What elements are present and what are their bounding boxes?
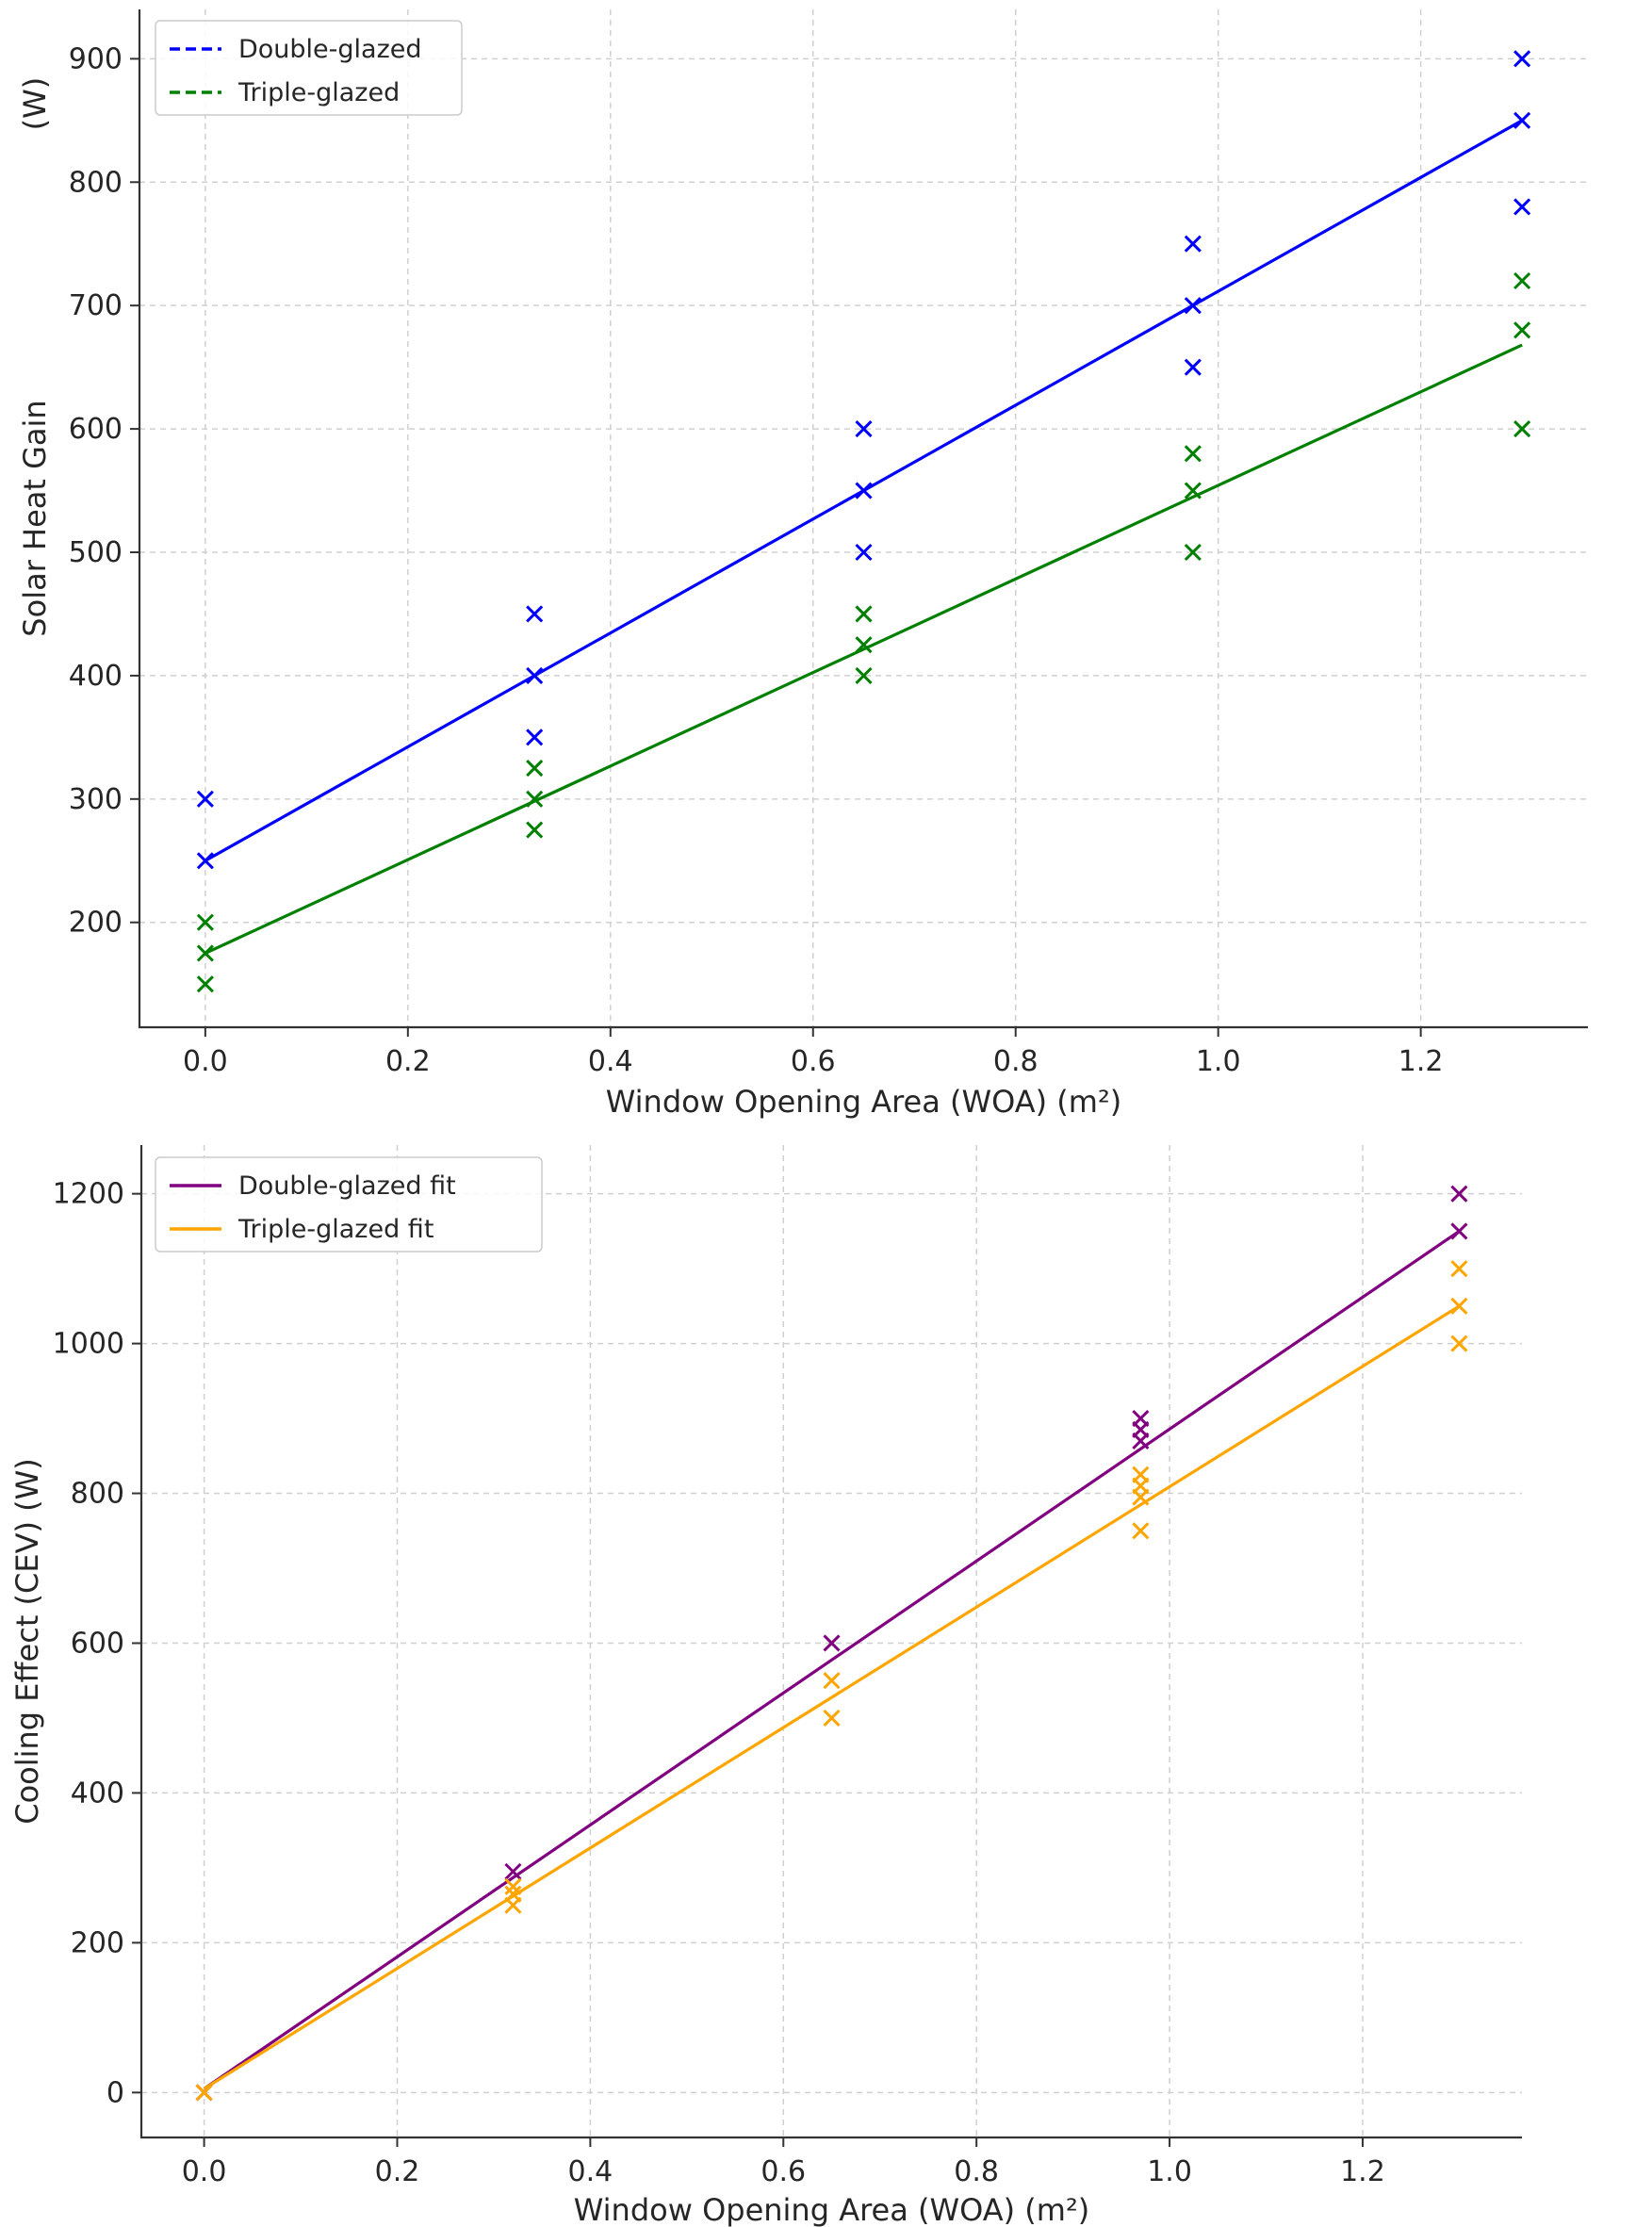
data-point (855, 636, 873, 654)
legend: Double-glazed Triple-glazed (155, 20, 463, 116)
legend-frame (155, 1156, 543, 1253)
axes-spine (138, 9, 1588, 1029)
data-point (1184, 543, 1202, 562)
data-point (196, 790, 214, 808)
data-point (1513, 111, 1531, 129)
data-point (526, 729, 544, 746)
y-tick-label: 400 (69, 660, 123, 693)
legend-label: Triple-glazed (237, 78, 400, 107)
data-point (526, 790, 544, 808)
fit-line-series-2 (203, 1304, 1461, 2090)
data-point (1184, 297, 1202, 315)
legend-label: Triple-glazed fit (237, 1215, 433, 1244)
fit-line-series-2 (204, 343, 1523, 955)
y-tick-label: 700 (69, 289, 123, 322)
data-point (1513, 198, 1531, 216)
y-tick-label: 900 (69, 42, 123, 75)
x-tick-label: 0.6 (791, 1045, 836, 1078)
data-point (1450, 1335, 1468, 1352)
data-point (1184, 358, 1202, 376)
data-point (855, 666, 873, 684)
legend-label: Double-glazed fit (238, 1171, 456, 1201)
data-point (1132, 1410, 1150, 1428)
y-tick-label: 800 (69, 166, 123, 199)
data-point (1513, 321, 1531, 339)
data-point (526, 605, 544, 623)
y-tick-label: 400 (71, 1777, 124, 1809)
data-point (196, 975, 214, 993)
x-tick-label: 0.4 (588, 1045, 633, 1078)
data-point (196, 944, 214, 962)
data-point (855, 605, 873, 623)
data-point (1184, 482, 1202, 499)
x-tick-label: 1.2 (1398, 1045, 1444, 1078)
y-axis-label: Cooling Effect (CEV) (W) (9, 1458, 45, 1825)
data-point (196, 913, 214, 931)
y-tick-label: 1200 (53, 1178, 124, 1211)
data-point (504, 1862, 522, 1880)
data-point (1132, 1466, 1150, 1483)
data-point (196, 852, 214, 870)
x-axis-label: Window Opening Area (WOA) (m²) (574, 2192, 1090, 2227)
legend: Double-glazed fit Triple-glazed fit (155, 1156, 543, 1253)
data-point (504, 1885, 522, 1903)
data-point (855, 420, 873, 438)
x-tick-label: 0.8 (954, 2155, 999, 2188)
legend-label: Double-glazed (238, 35, 422, 64)
axes-spine (139, 1145, 1522, 2139)
y-axis-label: Solar Heat Gain(W) (17, 77, 53, 637)
y-tick-label: 200 (69, 907, 123, 940)
data-point (823, 1672, 841, 1690)
x-tick-label: 0.0 (183, 1045, 228, 1078)
x-tick-label: 0.8 (993, 1045, 1039, 1078)
y-tick-label: 600 (69, 413, 123, 446)
data-point (855, 543, 873, 562)
data-point (504, 1877, 522, 1895)
data-point (526, 666, 544, 684)
x-tick-label: 0.0 (182, 2155, 227, 2188)
x-tick-label: 1.0 (1147, 2155, 1192, 2188)
y-tick-label: 600 (71, 1627, 124, 1660)
x-tick-label: 0.4 (568, 2155, 613, 2188)
data-point (1513, 271, 1531, 290)
x-tick-label: 1.0 (1196, 1045, 1241, 1078)
chart-1: 0.0 0.2 0.4 0.6 0.8 1.0 1.2 200 300 400 500 600 700 8… (17, 9, 1588, 1120)
gridlines (139, 9, 1588, 1027)
chart-2: 0.0 0.2 0.4 0.6 0.8 1.0 1.2 0 200 400 600 800 1000 12… (9, 1145, 1522, 2227)
data-point (1450, 1297, 1468, 1315)
data-point (526, 821, 544, 839)
data-point (1450, 1185, 1468, 1203)
data-point (1450, 1222, 1468, 1240)
x-tick-label: 0.2 (375, 2155, 420, 2188)
fit-line-series-1 (203, 1230, 1461, 2090)
x-tick-label: 0.6 (761, 2155, 806, 2188)
data-point (1132, 1522, 1150, 1540)
y-tick-label: 0 (106, 2076, 124, 2109)
y-tick-label: 800 (71, 1478, 124, 1511)
data-point (1184, 445, 1202, 463)
y-tick-label: 500 (69, 536, 123, 569)
data-point (823, 1634, 841, 1652)
x-tick-label: 0.2 (385, 1045, 431, 1078)
y-tick-label: 300 (69, 783, 123, 816)
data-point (195, 2084, 213, 2102)
data-point (855, 482, 873, 499)
legend-frame (155, 20, 463, 116)
data-point (823, 1709, 841, 1728)
data-point (1513, 420, 1531, 438)
x-axis-label: Window Opening Area (WOA) (m²) (606, 1084, 1122, 1120)
data-point (1513, 50, 1531, 68)
y-tick-label: 200 (71, 1926, 124, 1959)
x-tick-label: 1.2 (1340, 2155, 1385, 2188)
y-tick-label: 1000 (53, 1328, 124, 1361)
data-point (526, 760, 544, 778)
data-point (1184, 235, 1202, 253)
data-point (1450, 1260, 1468, 1278)
